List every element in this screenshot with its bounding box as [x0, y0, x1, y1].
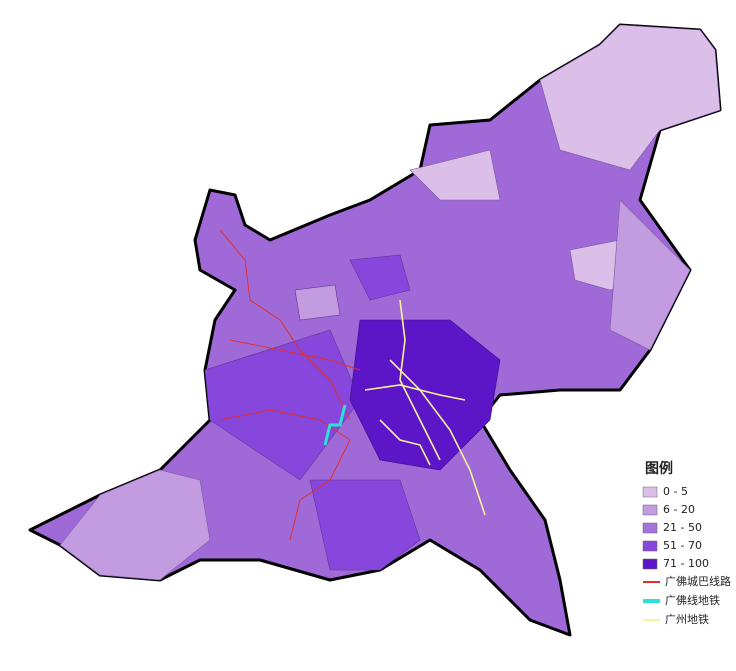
- legend-swatch: [642, 558, 658, 570]
- region: [309, 479, 421, 571]
- region: [349, 319, 501, 471]
- legend-label: 21 - 50: [663, 521, 702, 534]
- legend-title: 图例: [645, 460, 673, 477]
- legend: 图例 0 - 5 6 - 20 21 - 50 51 - 70 71 - 100 广佛城巴…: [642, 460, 731, 626]
- region: [294, 284, 341, 321]
- region: [609, 199, 691, 351]
- legend-label: 广州地铁: [665, 613, 709, 626]
- region: [349, 254, 411, 301]
- metro-line: [389, 359, 486, 516]
- region: [59, 469, 211, 581]
- legend-label: 6 - 20: [663, 503, 695, 516]
- region: [539, 24, 721, 171]
- legend-swatch: [642, 540, 658, 552]
- metro-line: [399, 299, 441, 461]
- legend-swatch: [642, 522, 658, 534]
- legend-swatch: [642, 504, 658, 516]
- bus-route: [219, 409, 351, 541]
- bus-route: [219, 229, 351, 421]
- legend-label: 51 - 70: [663, 539, 702, 552]
- region: [409, 149, 501, 201]
- bus-route: [229, 339, 361, 371]
- metro-line: [323, 404, 347, 446]
- legend-swatch: [642, 486, 658, 498]
- routes: [219, 229, 486, 541]
- map-regions: [28, 23, 722, 637]
- region: [204, 329, 361, 481]
- legend-label: 广佛线地铁: [665, 593, 720, 607]
- legend-label: 0 - 5: [663, 485, 688, 498]
- legend-label: 广佛城巴线路: [665, 574, 731, 588]
- metro-line: [379, 419, 431, 466]
- legend-label: 71 - 100: [663, 557, 709, 570]
